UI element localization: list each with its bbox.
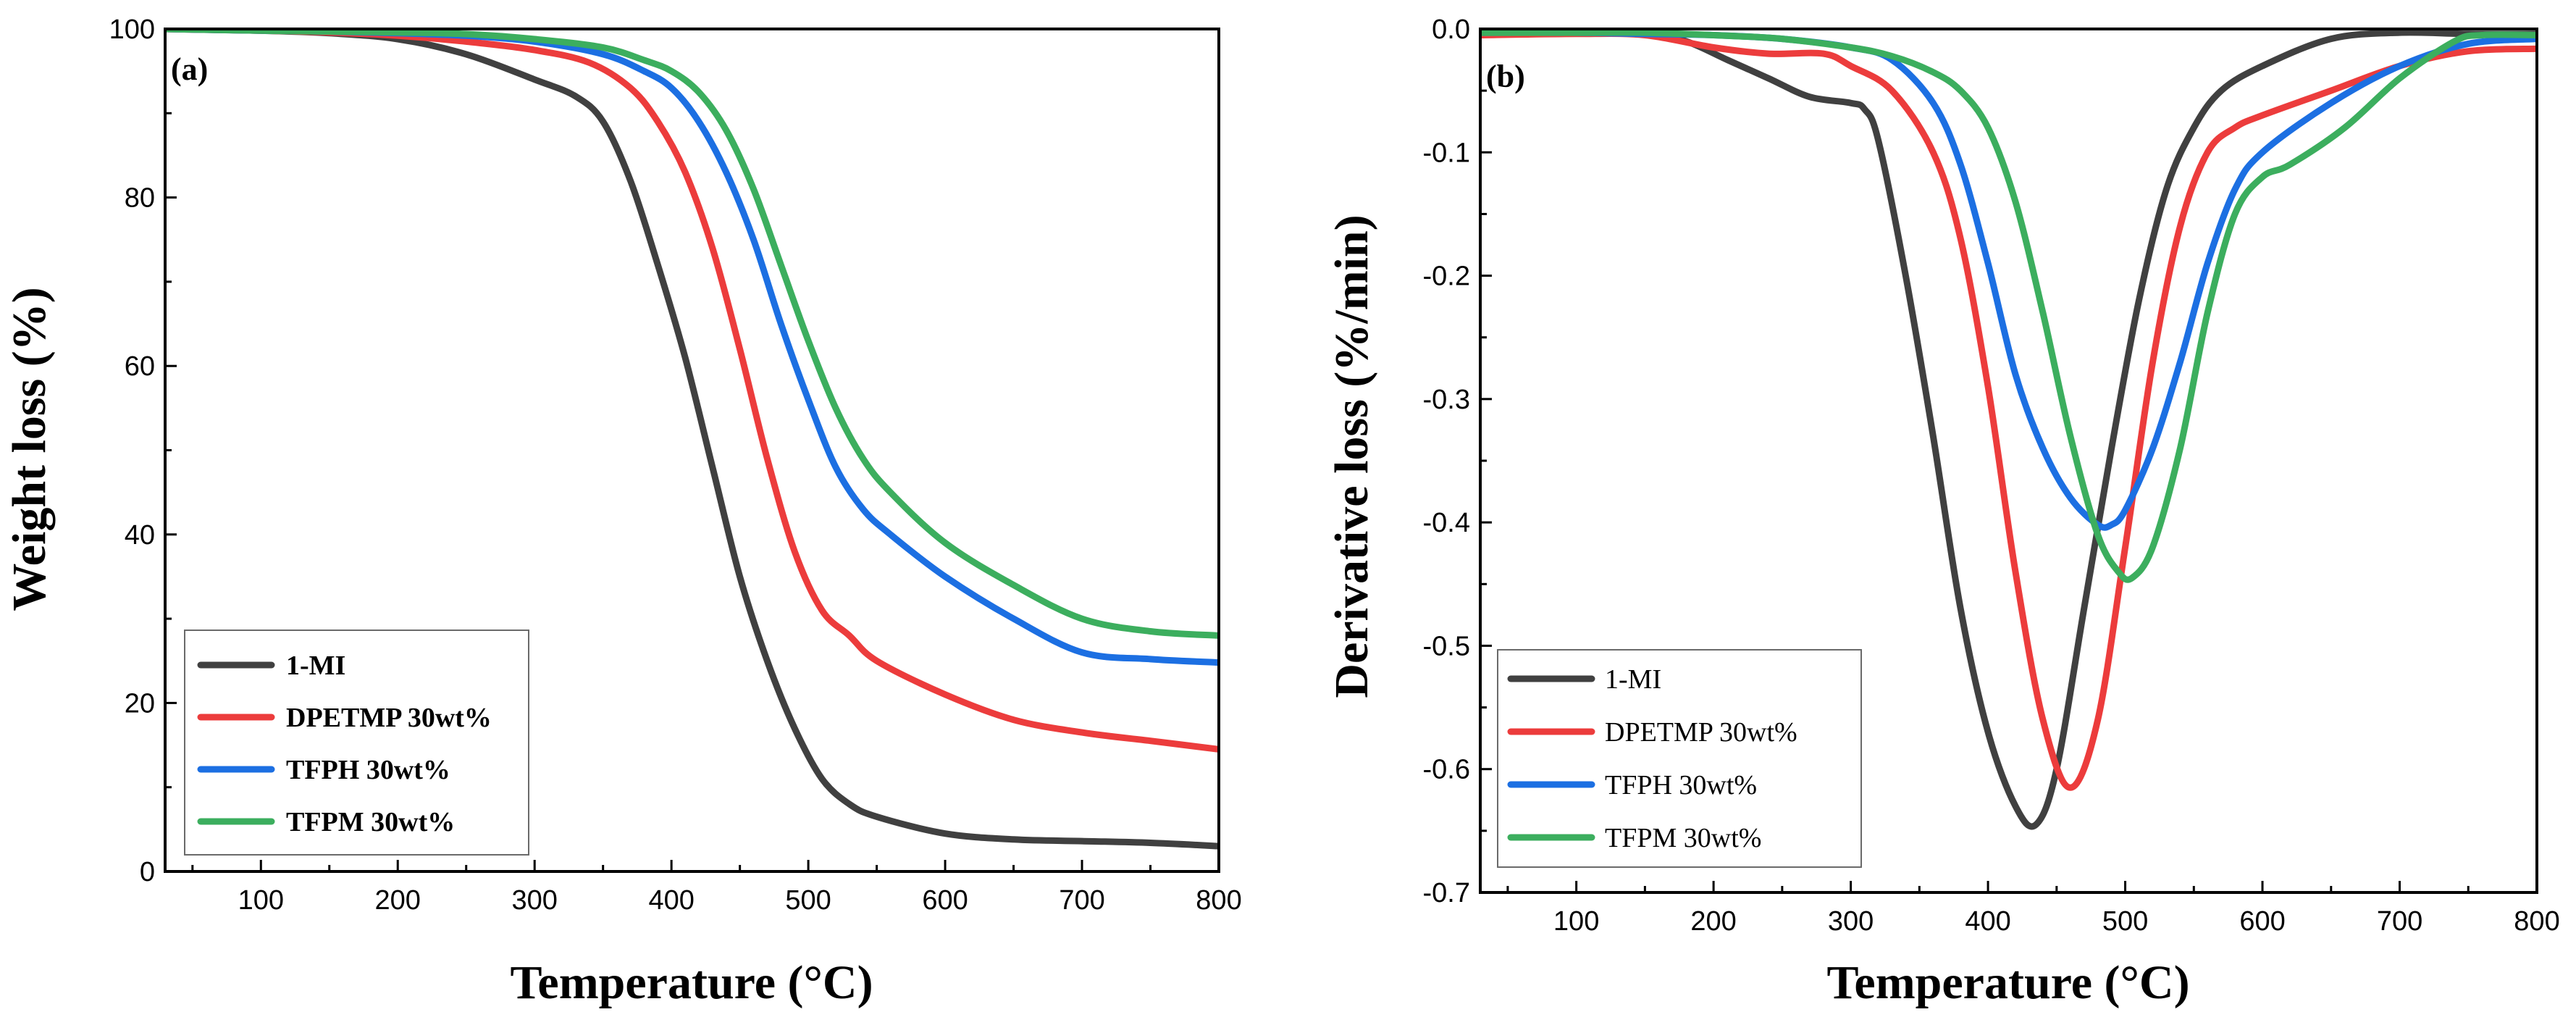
- panel-a-legend-label-dpetmp-30wt: DPETMP 30wt%: [286, 703, 492, 733]
- panel-b-derivative-loss-chart: 100 200 300 400 500 600 700 800 0.0 -0.1 -0.2 -0.3 -…: [1325, 14, 2560, 1009]
- panel-b-panel-label: (b): [1486, 59, 1525, 94]
- panel-a-x-tick-label: 100: [238, 885, 284, 916]
- panel-b-y-tick-label: -0.6: [1423, 755, 1470, 785]
- panel-a-legend-label-tfpm-30wt: TFPM 30wt%: [286, 807, 455, 837]
- panel-a-legend: 1-MI DPETMP 30wt% TFPH 30wt% TFPM 30wt%: [184, 630, 529, 856]
- panel-b-legend: 1-MI DPETMP 30wt% TFPH 30wt% TFPM 30wt%: [1497, 649, 1862, 868]
- panel-b-legend-label-tfph-30wt: TFPH 30wt%: [1605, 770, 1757, 800]
- panel-b-x-tick-label: 400: [1965, 906, 2010, 937]
- panel-a-y-tick-label: 100: [109, 14, 155, 45]
- panel-a-x-tick-label: 800: [1196, 885, 1241, 916]
- panel-a-y-tick-label: 40: [125, 520, 155, 551]
- panel-b-series-line-tfpm-30wt: [1480, 29, 2537, 583]
- panel-a-x-tick-label: 400: [648, 885, 694, 916]
- panel-a-series-line-tfpm-30wt: [165, 29, 1219, 639]
- panel-a-x-axis-title: Temperature (°C): [510, 956, 873, 1009]
- panel-a-series-group: [165, 29, 1219, 850]
- panel-a-y-tick-label: 0: [140, 857, 155, 887]
- panel-b-series-line-1-mi: [1480, 29, 2537, 830]
- panel-a-weight-loss-chart: 100 200 300 400 500 600 700 800 0 20 40 60 80 100 (a) T…: [3, 14, 1242, 1009]
- panel-a-y-tick-label: 60: [125, 351, 155, 382]
- panel-b-series-line-dpetmp-30wt: [1480, 30, 2537, 791]
- panel-a-y-axis-title: Weight loss (%): [3, 287, 56, 611]
- panel-b-x-tick-label: 500: [2102, 906, 2148, 937]
- panel-a-x-tick-label: 300: [511, 885, 557, 916]
- panel-b-x-axis-title: Temperature (°C): [1826, 956, 2189, 1009]
- panel-b-x-tick-label: 800: [2514, 906, 2559, 937]
- panel-b-x-tick-label: 700: [2377, 906, 2422, 937]
- panel-b-legend-box: [1497, 649, 1862, 868]
- panel-a-y-tick-label: 20: [125, 688, 155, 719]
- panel-b-y-tick-label: -0.7: [1423, 878, 1470, 908]
- panel-b-legend-label-dpetmp-30wt: DPETMP 30wt%: [1605, 717, 1797, 748]
- panel-b-legend-label-1-mi: 1-MI: [1605, 664, 1661, 695]
- panel-a-x-tick-label: 700: [1059, 885, 1104, 916]
- panel-b-y-tick-label: -0.3: [1423, 385, 1470, 415]
- panel-a-series-line-1-mi: [165, 29, 1219, 850]
- panel-a-legend-label-tfph-30wt: TFPH 30wt%: [286, 755, 450, 785]
- panel-b-y-tick-label: -0.1: [1423, 138, 1470, 168]
- panel-b-legend-label-tfpm-30wt: TFPM 30wt%: [1605, 823, 1761, 853]
- panel-b-x-tick-label: 200: [1690, 906, 1736, 937]
- panel-b-x-tick-label: 300: [1828, 906, 1874, 937]
- panel-b-y-tick-label: -0.5: [1423, 631, 1470, 661]
- panel-b-y-axis-title: Derivative loss (%/min): [1325, 214, 1378, 698]
- panel-a-x-tick-label: 200: [375, 885, 421, 916]
- panel-a-panel-label: (a): [171, 51, 208, 87]
- panel-b-y-tick-label: 0.0: [1432, 14, 1470, 45]
- panel-a-x-tick-label: 600: [922, 885, 968, 916]
- panel-b-y-tick-label: -0.4: [1423, 508, 1470, 538]
- panel-a-series-line-dpetmp-30wt: [165, 29, 1219, 753]
- panel-a-x-tick-label: 500: [785, 885, 831, 916]
- panel-a-legend-label-1-mi: 1-MI: [286, 651, 345, 681]
- panel-b-series-line-tfph-30wt: [1480, 29, 2537, 531]
- panel-b-series-group: [1480, 29, 2537, 830]
- panel-a-y-tick-label: 80: [125, 183, 155, 214]
- panel-b-x-tick-label: 100: [1553, 906, 1599, 937]
- panel-b-y-tick-label: -0.2: [1423, 262, 1470, 292]
- panel-b-x-tick-label: 600: [2239, 906, 2285, 937]
- panel-a-series-line-tfph-30wt: [165, 29, 1219, 666]
